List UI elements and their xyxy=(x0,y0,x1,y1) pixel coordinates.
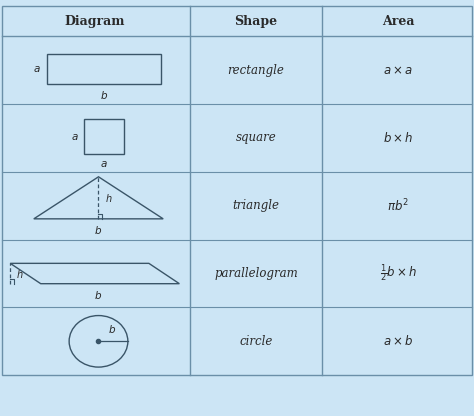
Text: square: square xyxy=(236,131,276,144)
Text: $a \times a$: $a \times a$ xyxy=(383,64,413,77)
Text: $\pi b^2$: $\pi b^2$ xyxy=(387,198,409,214)
Text: $h$: $h$ xyxy=(17,267,24,280)
Text: Area: Area xyxy=(382,15,414,28)
Bar xyxy=(2,6,472,375)
Text: $a$: $a$ xyxy=(33,64,41,74)
Text: $a$: $a$ xyxy=(100,159,108,169)
Text: parallelogram: parallelogram xyxy=(214,267,298,280)
Text: Shape: Shape xyxy=(235,15,277,28)
Text: triangle: triangle xyxy=(232,199,280,212)
Text: $b$: $b$ xyxy=(94,289,102,301)
Text: $\frac{1}{2}b \times h$: $\frac{1}{2}b \times h$ xyxy=(380,262,417,285)
Text: $b$: $b$ xyxy=(108,323,116,334)
Bar xyxy=(84,119,124,154)
Text: Diagram: Diagram xyxy=(64,15,125,28)
Text: rectangle: rectangle xyxy=(228,64,284,77)
Text: circle: circle xyxy=(239,335,273,348)
Bar xyxy=(47,54,161,84)
Text: $a$: $a$ xyxy=(71,131,78,141)
Text: $h$: $h$ xyxy=(105,192,113,204)
Text: $b \times h$: $b \times h$ xyxy=(383,131,413,145)
Text: $a \times b$: $a \times b$ xyxy=(383,334,413,348)
Text: $b$: $b$ xyxy=(94,224,102,236)
Text: $b$: $b$ xyxy=(100,89,108,101)
